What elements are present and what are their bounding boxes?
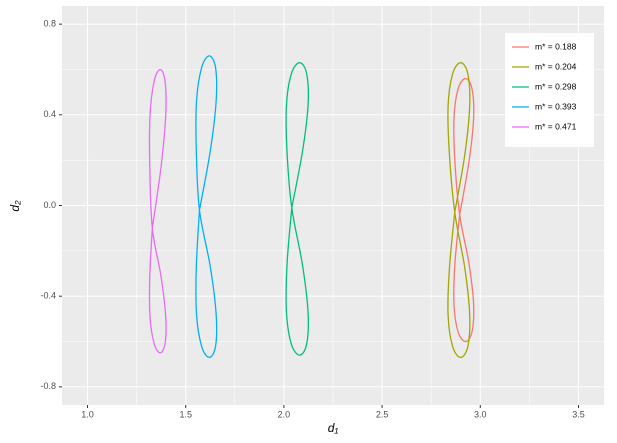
- y-axis-title: d₂: [8, 200, 22, 212]
- legend-label: m* = 0.471: [535, 121, 577, 131]
- y-tick-label: 0.0: [43, 200, 56, 210]
- series-line: [285, 62, 309, 356]
- legend: m* = 0.188 m* = 0.204 m* = 0.298 m* = 0.393…: [505, 33, 594, 147]
- axes: 1.0 1.5 2.0 2.5 3.0 3.5 -0.8 -0.4 0.0 0.4 0.8: [40, 19, 584, 420]
- x-tick-label: 1.5: [179, 409, 192, 419]
- series-layer: [148, 55, 475, 359]
- x-tick-label: 1.0: [81, 409, 94, 419]
- legend-label: m* = 0.298: [535, 81, 577, 91]
- legend-box: [505, 33, 594, 147]
- x-axis-title: d₁: [328, 421, 339, 435]
- legend-label: m* = 0.393: [535, 101, 577, 111]
- y-tick-label: -0.4: [40, 291, 56, 301]
- x-tick-label: 3.0: [474, 409, 487, 419]
- legend-label: m* = 0.204: [535, 61, 577, 71]
- y-tick-label: 0.4: [43, 109, 56, 119]
- series-line: [453, 77, 475, 343]
- x-tick-label: 2.0: [278, 409, 291, 419]
- y-tick-label: 0.8: [43, 19, 56, 29]
- series-line: [195, 55, 218, 359]
- y-tick-label: -0.8: [40, 381, 56, 391]
- x-tick-label: 2.5: [376, 409, 389, 419]
- x-tick-label: 3.5: [572, 409, 585, 419]
- legend-label: m* = 0.188: [535, 41, 577, 51]
- series-line: [447, 62, 471, 359]
- series-line: [148, 68, 167, 354]
